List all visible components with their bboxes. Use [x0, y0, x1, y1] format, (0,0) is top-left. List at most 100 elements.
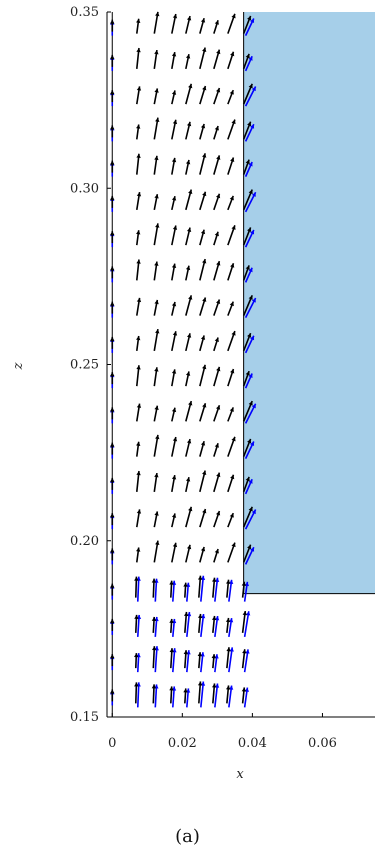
black-arrow [153, 117, 160, 140]
black-arrow-head [247, 121, 252, 127]
blue-arrow-head [244, 687, 250, 692]
blue-arrow-head [248, 373, 253, 379]
blue-arrow-head [251, 509, 256, 515]
black-arrow [153, 261, 159, 281]
black-arrow-head [231, 436, 236, 442]
black-arrow-head [197, 652, 203, 657]
blue-arrow-head [244, 581, 250, 587]
black-arrow-head [241, 687, 247, 692]
black-arrow [183, 611, 189, 633]
black-arrow [242, 121, 252, 140]
black-arrow-head [183, 650, 189, 655]
black-arrow [110, 583, 115, 596]
black-arrow-head [154, 88, 159, 93]
black-arrow [185, 15, 192, 34]
black-arrow [169, 648, 174, 669]
blue-arrow [228, 617, 234, 637]
black-arrow [227, 195, 234, 211]
black-arrow [213, 20, 219, 34]
black-arrow-head [110, 513, 115, 518]
black-arrow-head [110, 336, 115, 341]
black-arrow-head [185, 54, 191, 59]
black-arrow [227, 407, 234, 422]
blue-arrow-shaft [200, 575, 205, 602]
x-axis-label: x [236, 767, 244, 782]
y-tick-label: 0.35 [70, 5, 99, 20]
blue-arrow-head [248, 479, 253, 484]
black-arrow-head [225, 685, 231, 690]
black-arrow [185, 159, 191, 175]
black-arrow [197, 575, 203, 598]
black-arrow [227, 512, 234, 528]
black-arrow [110, 513, 115, 526]
black-arrow-head [248, 506, 253, 512]
black-arrow-head [136, 297, 142, 303]
blue-arrow [243, 581, 250, 602]
black-arrow [153, 329, 160, 352]
black-arrow [110, 54, 115, 67]
black-arrow-head [211, 654, 216, 659]
blue-arrow-head [214, 616, 220, 621]
black-arrow-head [136, 547, 141, 552]
black-arrow [153, 194, 159, 211]
black-arrow [135, 509, 142, 528]
blue-arrow [244, 546, 255, 565]
black-arrow-head [248, 401, 253, 406]
black-arrow [153, 155, 159, 175]
blue-arrow-head [250, 229, 255, 235]
blue-arrow-head [248, 267, 253, 273]
black-arrow [135, 18, 141, 34]
black-arrow [171, 13, 178, 34]
black-arrow-head [186, 439, 192, 444]
black-arrow [169, 686, 174, 704]
black-arrow-head [154, 261, 159, 266]
black-arrow [171, 369, 177, 387]
black-arrow-head [230, 51, 235, 57]
black-arrow-head [185, 265, 191, 271]
black-arrow-head [136, 259, 141, 264]
black-arrow-head [200, 546, 206, 552]
black-arrow-head [134, 682, 139, 687]
black-arrow-head [151, 646, 157, 651]
black-arrow [110, 195, 115, 208]
black-arrow [110, 301, 115, 314]
x-tick-label: 0.06 [308, 736, 337, 751]
black-arrow [171, 436, 178, 457]
black-arrow [183, 582, 188, 598]
black-arrow-head [197, 613, 203, 619]
black-arrow-head [242, 611, 247, 616]
black-arrow [171, 90, 177, 105]
black-arrow-head [169, 648, 174, 653]
black-arrow-head [171, 513, 177, 518]
black-arrow [110, 618, 115, 631]
black-arrow-head [110, 301, 115, 306]
black-arrow-head [186, 333, 192, 338]
black-arrow [199, 335, 206, 352]
black-arrow-head [110, 54, 115, 59]
black-arrow-head [216, 88, 221, 93]
blue-arrow [244, 18, 255, 36]
black-arrow-head [200, 335, 206, 340]
blue-arrow [243, 611, 251, 638]
black-arrow-head [231, 13, 236, 19]
blue-arrow-head [200, 614, 206, 619]
blue-arrow-shaft [154, 646, 158, 673]
black-arrow-head [154, 405, 159, 411]
blue-arrow-head [251, 298, 256, 303]
black-arrow-head [171, 407, 177, 413]
black-arrow-head [136, 124, 141, 129]
black-arrow [185, 265, 191, 281]
black-arrow [135, 153, 141, 175]
black-arrow [171, 474, 177, 493]
blue-arrow [228, 647, 234, 673]
black-arrow-head [229, 301, 234, 307]
black-arrow-head [216, 193, 221, 199]
black-arrow [185, 83, 193, 105]
black-arrow [227, 436, 236, 457]
black-arrow-head [186, 227, 192, 233]
black-arrow [242, 370, 250, 387]
black-arrow-head [188, 189, 193, 195]
black-arrow [241, 581, 247, 598]
black-arrow-head [110, 90, 115, 95]
black-arrow [134, 614, 139, 633]
